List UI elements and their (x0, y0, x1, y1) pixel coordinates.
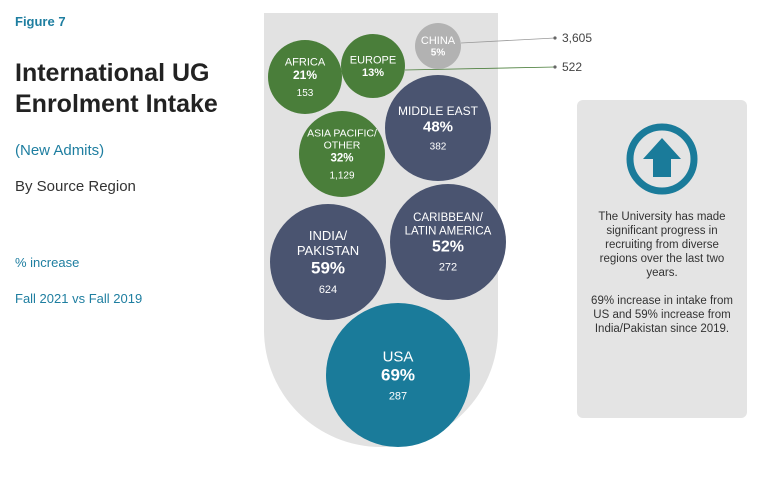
figure-label: Figure 7 (15, 14, 66, 29)
bubble-circle-caribbean-latin-america (390, 184, 506, 300)
bubble-circle-middle-east (385, 75, 491, 181)
up-arrow-circle-icon (626, 123, 698, 195)
byline: By Source Region (15, 178, 136, 195)
region-label-europe: EUROPE (350, 54, 396, 66)
count-label-asia-pacific-other: 1,129 (329, 170, 354, 181)
callout-lines: 3,605 522 (404, 31, 592, 74)
bubble-circle-africa (268, 40, 342, 114)
info-text: The University has made significant prog… (587, 210, 737, 350)
bubble-circle-asia-pacific-other (299, 111, 385, 197)
callout-dot-china (553, 36, 557, 40)
count-label-china: 3,605 (562, 31, 592, 45)
percent-label-asia-pacific-other: 32% (330, 153, 353, 165)
region-label-china: CHINA (421, 35, 456, 47)
percent-label-india-pakistan: 59% (311, 259, 345, 278)
bubble-caribbean-latin-america: CARIBBEAN/LATIN AMERICA 52% 272 (390, 184, 506, 300)
page-title: International UG Enrolment Intake (15, 58, 255, 120)
title-line-1: International UG (15, 59, 210, 87)
region-label-asia-pacific-other: ASIA PACIFIC/ (307, 128, 377, 140)
percent-label-usa: 69% (381, 365, 415, 384)
count-label-europe: 522 (562, 60, 582, 74)
region-label-caribbean-latin-america: CARIBBEAN/ (413, 212, 483, 224)
period-label: Fall 2021 vs Fall 2019 (15, 291, 143, 306)
region-label-india-pakistan: INDIA/ (309, 228, 348, 243)
bubble-circle-india-pakistan (270, 204, 386, 320)
count-label-usa: 287 (389, 390, 407, 402)
bubble-circle-europe (341, 34, 405, 98)
count-label-caribbean-latin-america: 272 (439, 262, 457, 274)
bubble-circle-china (415, 23, 461, 69)
region-label-usa: USA (383, 348, 414, 365)
percent-label-middle-east: 48% (423, 119, 453, 136)
count-label-india-pakistan: 624 (319, 284, 337, 296)
callout-dot-europe (553, 65, 557, 69)
percent-label-europe: 13% (362, 67, 384, 79)
title-line-2: Enrolment Intake (15, 90, 218, 118)
region-label-middle-east: MIDDLE EAST (398, 104, 479, 118)
count-label-africa: 153 (297, 88, 314, 99)
count-label-middle-east: 382 (430, 141, 447, 152)
percent-label-china: 5% (431, 48, 446, 59)
percent-label-caribbean-latin-america: 52% (432, 239, 464, 256)
callout-line-europe (404, 66, 556, 71)
bubble-circle-usa (326, 303, 470, 447)
info-paragraph-1: The University has made significant prog… (598, 211, 726, 279)
region-label-africa: AFRICA (285, 56, 326, 68)
region-label-caribbean-latin-america: LATIN AMERICA (405, 225, 492, 237)
legend-note: % increase (15, 255, 80, 270)
percent-label-africa: 21% (293, 68, 317, 82)
info-paragraph-2: 69% increase in intake from US and 59% i… (591, 295, 733, 335)
region-label-asia-pacific-other: OTHER (324, 140, 361, 152)
info-box: The University has made significant prog… (577, 100, 747, 418)
region-label-india-pakistan: PAKISTAN (297, 243, 359, 258)
callout-line-china (460, 37, 556, 44)
subtitle: (New Admits) (15, 142, 105, 159)
